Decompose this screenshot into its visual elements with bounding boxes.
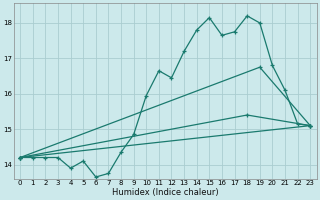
X-axis label: Humidex (Indice chaleur): Humidex (Indice chaleur): [112, 188, 219, 197]
